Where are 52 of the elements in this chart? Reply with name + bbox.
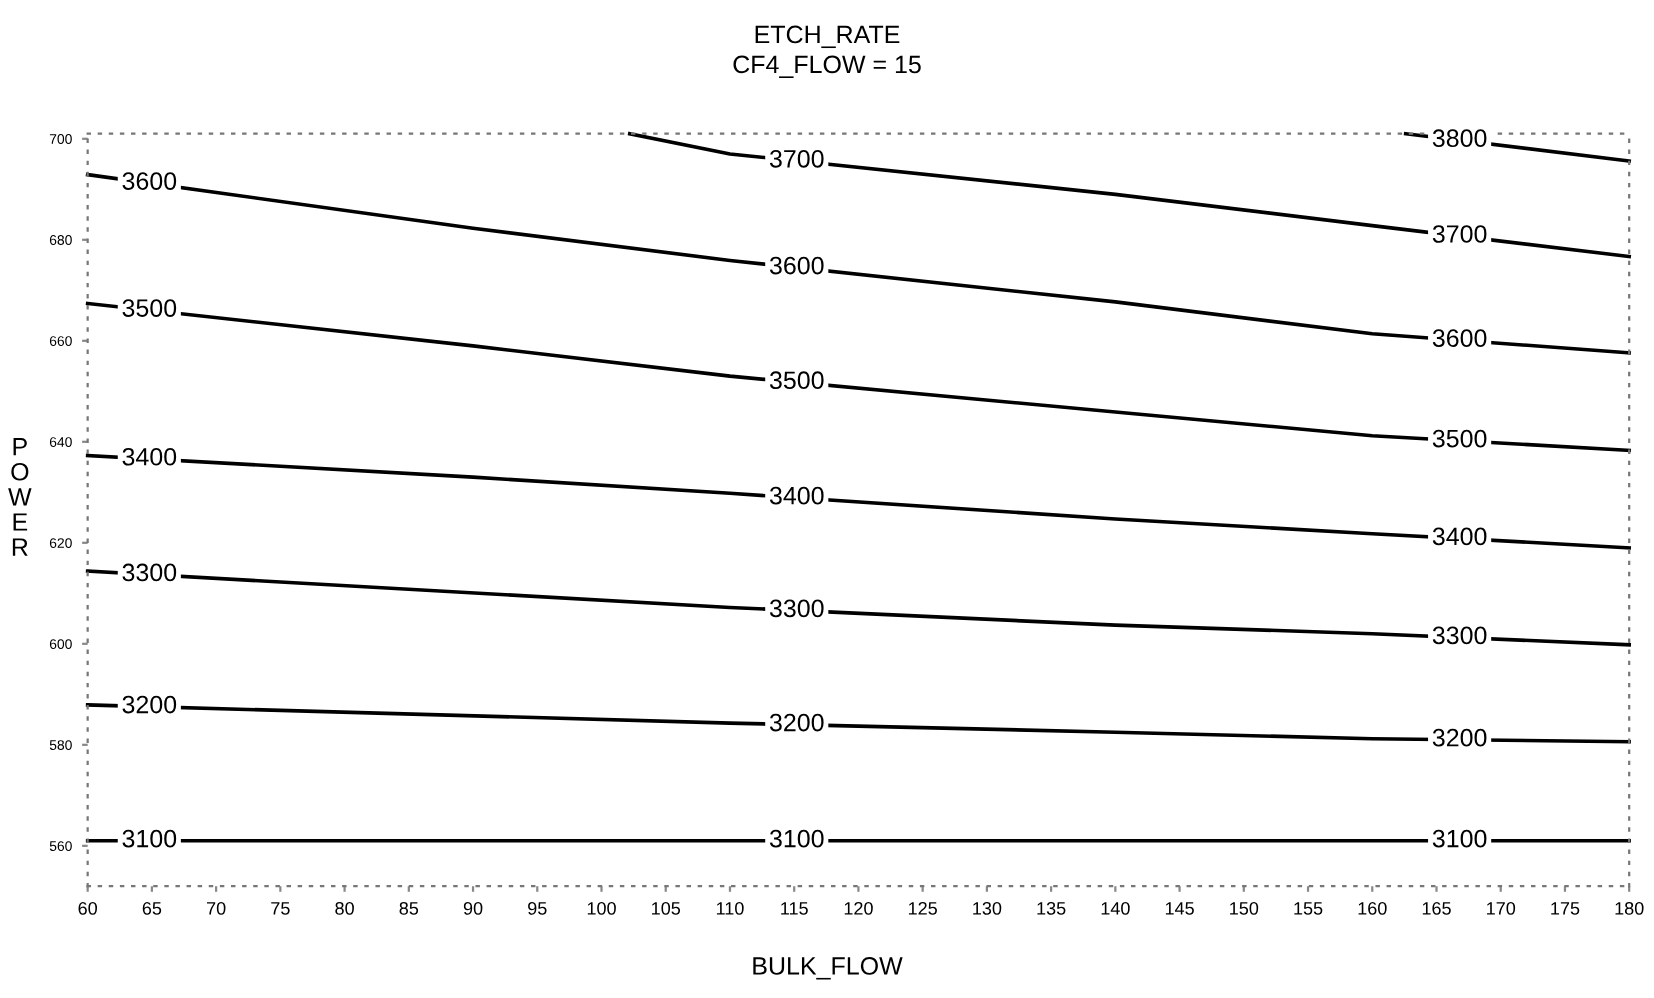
x-tick-label: 155: [1294, 902, 1323, 915]
series-label: 3200: [122, 695, 177, 714]
text: 3100: [1432, 829, 1487, 848]
x-tick-label: 160: [1358, 901, 1387, 915]
x-tick-label: 120: [844, 901, 873, 915]
x-tick-label: 80: [335, 901, 354, 915]
x-tick-label: 60: [78, 901, 97, 915]
series-label: 3600: [1432, 329, 1487, 347]
text: 3400: [122, 447, 177, 466]
text: 3600: [122, 172, 177, 190]
x-tick-label: 175: [1551, 902, 1580, 915]
x-tick-label: 85: [399, 901, 419, 915]
text: 3500: [1432, 429, 1487, 448]
text: 3200: [769, 713, 824, 732]
x-tick-label: 145: [1165, 902, 1194, 915]
text: 3300: [769, 599, 824, 618]
text: 3500: [122, 299, 177, 317]
chart-title: ETCH_RATE: [755, 25, 900, 49]
text: 3100: [769, 829, 824, 848]
x-tick-label: 100: [587, 901, 616, 915]
x-axis-title: BULK_FLOW: [753, 957, 903, 980]
text: 3200: [1432, 728, 1487, 747]
series-label: 3800: [1432, 129, 1487, 148]
x-tick-label: 105: [652, 901, 681, 915]
series-label: 3400: [769, 486, 824, 505]
x-tick-label: 115: [781, 902, 808, 915]
x-tick-label: 90: [463, 901, 483, 915]
x-tick-label: 65: [142, 901, 162, 915]
line-series: [85, 172, 1631, 355]
x-tick-label: 180: [1615, 901, 1644, 915]
x-tick-label: 150: [1230, 901, 1259, 915]
x-tick-label: 110: [716, 901, 744, 915]
x-tick-label: 140: [1101, 901, 1130, 915]
line-series: [627, 131, 1631, 259]
text: 3600: [769, 256, 824, 275]
series-label: 3500: [769, 371, 824, 390]
text: 3400: [1432, 527, 1487, 546]
y-axis-title: POWER: [8, 438, 32, 556]
x-tick-label: 165: [1422, 901, 1451, 915]
x-tick-label: 130: [973, 901, 1002, 915]
series-label: 3300: [122, 563, 177, 582]
x-tick-label: 125: [908, 901, 937, 915]
text: 3300: [1432, 626, 1487, 645]
x-tick-label: 95: [528, 901, 547, 915]
chart-subtitle: CF4_FLOW = 15: [733, 55, 921, 78]
series-label: 3100: [122, 829, 177, 848]
x-tick-label: 135: [1037, 901, 1066, 915]
x-tick-label: 75: [271, 902, 290, 915]
series-label: 3700: [769, 149, 824, 168]
x-tick-label: 70: [207, 901, 226, 915]
text: 3700: [1432, 225, 1487, 243]
x-tick-label: 170: [1487, 901, 1516, 915]
